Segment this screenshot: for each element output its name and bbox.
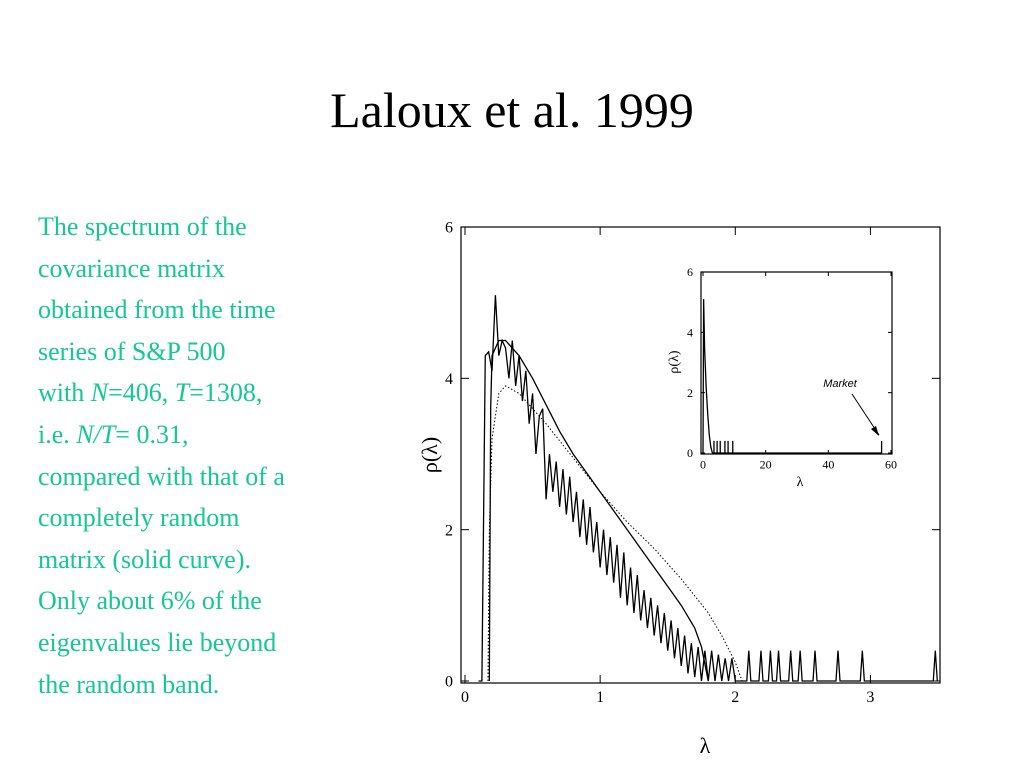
plot-frame <box>700 271 893 455</box>
data-line <box>487 385 743 682</box>
y-tick-label: 6 <box>445 220 453 237</box>
text-segment: eigenvalues lie beyond <box>38 627 277 657</box>
text-segment: compared with that of a <box>38 461 285 491</box>
description-line: eigenvalues lie beyond <box>38 622 378 664</box>
text-segment: completely random <box>38 503 240 533</box>
text-segment: series of S&P 500 <box>38 336 226 366</box>
y-axis-label: ρ(λ) <box>417 437 442 473</box>
x-axis-label: λ <box>700 733 711 758</box>
data-line <box>488 339 709 682</box>
text-segment: T <box>174 378 190 408</box>
text-segment: =1308, <box>189 378 263 408</box>
description-line: with N=406, T=1308, <box>38 372 378 414</box>
y-tick-label: 0 <box>687 446 693 460</box>
y-tick-label: 2 <box>445 522 453 539</box>
text-segment: N/T <box>76 419 116 449</box>
description-line: matrix (solid curve). <box>38 539 378 581</box>
text-segment: Only about 6% of the <box>38 586 262 616</box>
y-tick-label: 4 <box>687 326 693 340</box>
description-line: the random band. <box>38 664 378 706</box>
description-line: The spectrum of the <box>38 206 378 248</box>
x-tick-label: 60 <box>885 457 897 471</box>
arrow-head <box>871 426 879 436</box>
x-tick-label: 0 <box>700 457 706 471</box>
data-line <box>478 295 938 682</box>
y-tick-label: 0 <box>445 674 453 691</box>
x-tick-label: 40 <box>822 457 834 471</box>
text-segment: with <box>38 378 91 408</box>
annotation: Market <box>823 378 858 390</box>
x-tick-label: 3 <box>866 689 874 706</box>
text-segment: the random band. <box>38 669 220 699</box>
text-segment: covariance matrix <box>38 253 225 283</box>
x-axis-label: λ <box>797 475 804 490</box>
y-tick-label: 4 <box>445 371 453 388</box>
text-segment: i.e. <box>38 419 77 449</box>
description-line: completely random <box>38 497 378 539</box>
slide-title: Laloux et al. 1999 <box>330 82 694 138</box>
text-segment: N <box>90 378 109 408</box>
text-segment: matrix (solid curve). <box>38 544 251 574</box>
y-axis-label: ρ(λ) <box>667 350 682 373</box>
text-segment: =406, <box>108 378 175 408</box>
data-line <box>702 299 883 454</box>
description-line: series of S&P 500 <box>38 331 378 373</box>
text-segment: = 0.31, <box>115 419 189 449</box>
y-tick-label: 2 <box>687 386 693 400</box>
description-line: Only about 6% of the <box>38 580 378 622</box>
x-tick-label: 20 <box>760 457 772 471</box>
description-line: obtained from the time <box>38 289 378 331</box>
description: The spectrum of the covariance matrix obta… <box>38 206 378 705</box>
x-tick-label: 1 <box>596 689 604 706</box>
description-line: i.e. N/T= 0.31, <box>38 414 378 456</box>
description-line: covariance matrix <box>38 248 378 290</box>
text-segment: The spectrum of the <box>38 212 247 241</box>
text-segment: obtained from the time <box>38 295 276 325</box>
x-tick-label: 0 <box>461 689 469 706</box>
y-tick-label: 6 <box>687 265 693 279</box>
description-line: compared with that of a <box>38 456 378 498</box>
x-tick-label: 2 <box>731 689 739 706</box>
